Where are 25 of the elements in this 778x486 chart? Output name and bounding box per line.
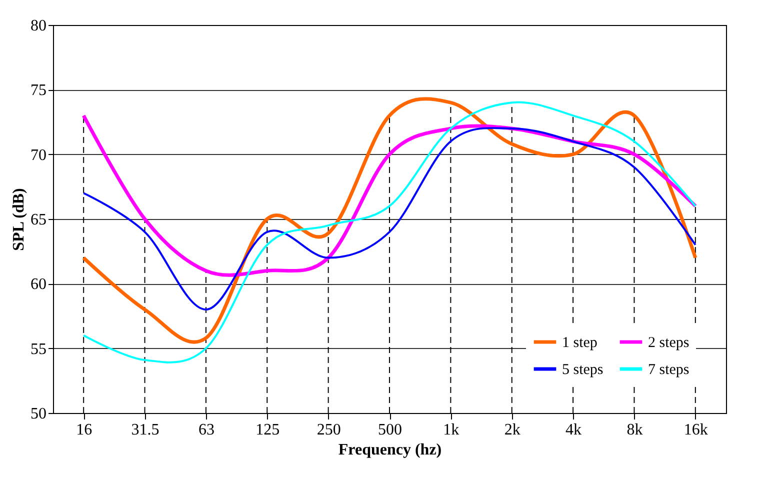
y-tick-label: 60 xyxy=(30,276,46,294)
legend-label: 1 step xyxy=(562,335,598,351)
x-tick-label: 250 xyxy=(316,422,341,438)
legend-label: 7 steps xyxy=(648,362,690,378)
x-tick-label: 16 xyxy=(76,422,92,438)
x-tick-label: 4k xyxy=(566,422,582,438)
y-tick-label: 75 xyxy=(30,82,46,100)
legend-label: 5 steps xyxy=(562,362,604,378)
x-tick-label: 125 xyxy=(256,422,280,438)
x-tick-label: 63 xyxy=(198,422,214,438)
y-tick-label: 65 xyxy=(30,212,46,228)
legend-label: 2 steps xyxy=(648,335,690,351)
y-tick-label: 55 xyxy=(30,340,46,358)
x-tick-label: 8k xyxy=(626,422,643,438)
x-tick-label: 1k xyxy=(443,422,460,438)
x-tick-label: 16k xyxy=(684,422,708,438)
x-tick-label: 500 xyxy=(378,422,402,438)
y-tick-label: 80 xyxy=(30,18,46,34)
y-tick-label: 70 xyxy=(30,146,46,164)
x-axis-title: Frequency (hz) xyxy=(338,442,442,458)
line-series xyxy=(82,127,696,311)
x-tick-label: 2k xyxy=(504,422,520,438)
y-tick-label: 50 xyxy=(30,406,46,422)
y-axis-title: SPL (dB) xyxy=(10,188,28,251)
x-tick-label: 31.5 xyxy=(131,422,160,438)
